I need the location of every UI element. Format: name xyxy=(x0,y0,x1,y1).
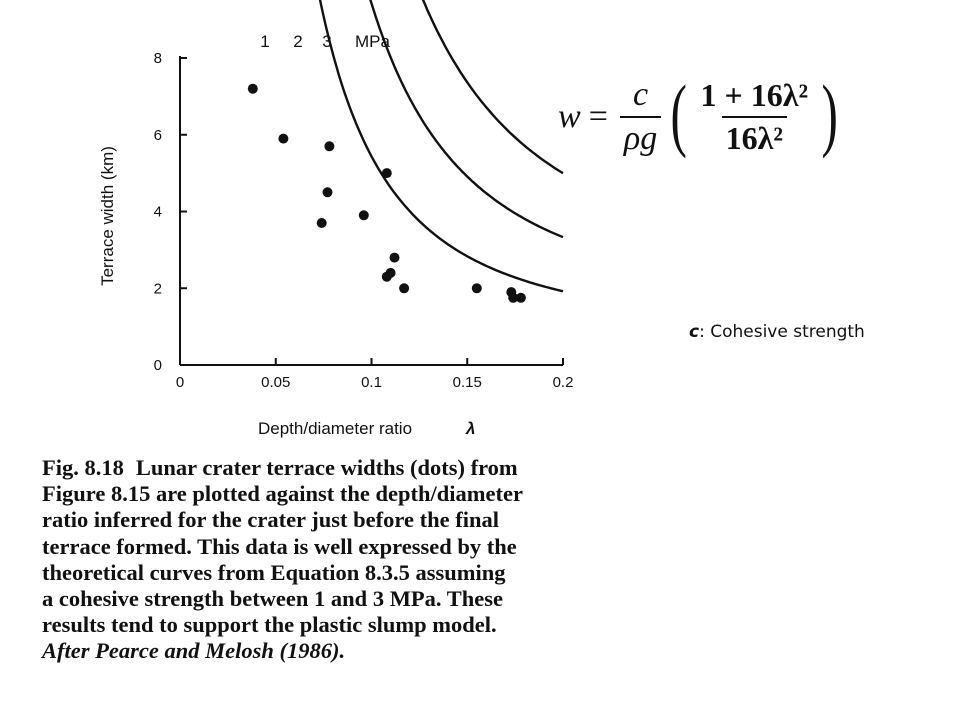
y-tick-label: 2 xyxy=(154,280,162,297)
equation-frac2-denominator: 16λ² xyxy=(721,116,787,157)
y-tick-label: 8 xyxy=(154,50,162,67)
caption-line-3: ratio inferred for the crater just befor… xyxy=(42,507,499,533)
equation-frac2-numerator: 1 + 16λ² xyxy=(700,77,809,113)
terrace-width-chart: 0 2 4 6 8 0 0.05 0.1 0.15 0.2 1 2 3 MPa Depth/diamete… xyxy=(98,0,574,438)
y-axis-title: Terrace width (km) xyxy=(98,146,117,286)
curve-label-3: 3 xyxy=(322,32,331,51)
x-tick-label: 0.05 xyxy=(261,374,290,391)
data-point xyxy=(358,210,369,221)
y-tick-label: 4 xyxy=(154,204,162,221)
data-point xyxy=(508,292,519,303)
slump-equation: w = c ρg ( 1 + 16λ² 16λ² ) xyxy=(558,72,843,162)
data-points xyxy=(247,83,526,303)
caption-line-7: results tend to support the plastic slum… xyxy=(42,612,497,638)
data-point xyxy=(385,267,396,278)
equation-lhs: w xyxy=(558,98,581,135)
cohesive-strength-note: c: Cohesive strength xyxy=(689,322,865,342)
equation-paren-open: ( xyxy=(670,68,688,159)
caption-fig-tag: Fig. 8.18 xyxy=(42,455,124,480)
data-point xyxy=(247,83,258,94)
equation-equals: = xyxy=(588,98,608,135)
curve-label-2: 2 xyxy=(293,32,302,51)
x-axis-symbol: λ xyxy=(465,419,475,438)
caption-line-2: Figure 8.15 are plotted against the dept… xyxy=(42,481,524,507)
data-point xyxy=(389,252,400,263)
x-tick-label: 0 xyxy=(176,374,184,391)
data-point xyxy=(278,133,289,144)
data-point xyxy=(316,218,327,228)
y-tick-label: 0 xyxy=(154,357,162,374)
caption-credit: After Pearce and Melosh (1986). xyxy=(42,638,346,664)
caption-line-5: theoretical curves from Equation 8.3.5 a… xyxy=(42,559,506,585)
x-tick-label: 0.1 xyxy=(361,374,382,391)
data-point xyxy=(324,141,335,152)
note-symbol: c xyxy=(689,322,700,342)
caption-line-1-text: Lunar crater terrace widths (dots) from xyxy=(135,455,518,480)
caption-line-6: a cohesive strength between 1 and 3 MPa.… xyxy=(42,586,504,612)
curve-unit-label: MPa xyxy=(355,32,391,51)
note-text: : Cohesive strength xyxy=(699,322,865,342)
x-tick-label: 0.2 xyxy=(553,374,574,391)
data-point xyxy=(399,283,410,294)
theory-curve-2 xyxy=(369,0,564,239)
axes: 0 2 4 6 8 0 0.05 0.1 0.15 0.2 xyxy=(154,50,574,391)
equation-fraction-strength: c ρg xyxy=(619,76,662,158)
equation-fraction-lambda: 1 + 16λ² 16λ² xyxy=(697,77,813,157)
curve-label-1: 1 xyxy=(260,32,269,51)
caption-line-1: Fig. 8.18 Lunar crater terrace widths (do… xyxy=(42,455,632,481)
y-tick-label: 6 xyxy=(154,127,162,144)
equation-frac1-numerator: c xyxy=(632,76,649,113)
data-point xyxy=(381,168,392,179)
figure-caption: Fig. 8.18 Lunar crater terrace widths (do… xyxy=(42,455,632,665)
theory-curve-1 xyxy=(318,0,564,293)
theory-curves xyxy=(318,0,564,293)
data-point xyxy=(471,283,482,294)
x-axis-title: Depth/diameter ratio xyxy=(258,419,412,438)
caption-line-4: terrace formed. This data is well expres… xyxy=(42,533,517,559)
data-point xyxy=(322,187,333,198)
x-tick-label: 0.15 xyxy=(453,374,482,391)
equation-frac1-denominator: ρg xyxy=(619,116,662,158)
data-point xyxy=(515,292,526,303)
equation-paren-close: ) xyxy=(821,68,838,159)
axis-labels: 1 2 3 MPa Depth/diameter ratio λ Terrace width… xyxy=(98,32,475,438)
theory-curve-3 xyxy=(421,0,564,175)
